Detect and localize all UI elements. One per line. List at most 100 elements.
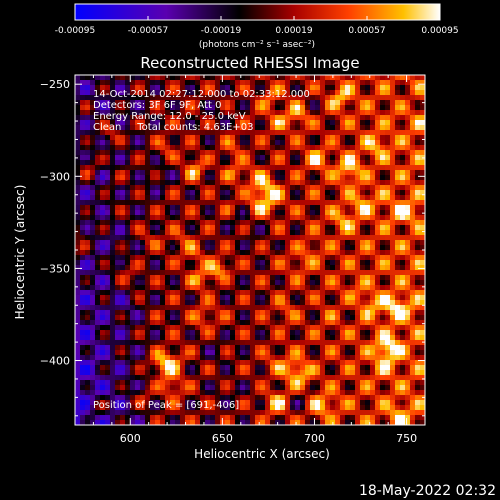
heatmap-cell	[325, 340, 331, 346]
heatmap-cell	[385, 420, 391, 425]
heatmap-cell	[115, 330, 121, 336]
heatmap-cell	[225, 330, 231, 336]
heatmap-cell	[265, 300, 271, 306]
heatmap-cell	[345, 385, 351, 391]
heatmap-cell	[265, 170, 271, 176]
heatmap-cell	[365, 260, 371, 266]
heatmap-cell	[155, 80, 161, 86]
heatmap-cell	[135, 160, 141, 166]
heatmap-cell	[265, 225, 271, 231]
heatmap-cell	[210, 245, 216, 251]
heatmap-cell	[190, 190, 196, 196]
heatmap-cell	[230, 365, 236, 371]
heatmap-cell	[355, 325, 361, 331]
heatmap-cell	[415, 260, 421, 266]
heatmap-cell	[155, 245, 161, 251]
heatmap-cell	[130, 210, 136, 216]
heatmap-cell	[280, 415, 286, 421]
heatmap-cell	[365, 240, 371, 246]
heatmap-cell	[330, 365, 336, 371]
heatmap-cell	[220, 235, 226, 241]
heatmap-cell	[165, 280, 171, 286]
heatmap-cell	[170, 300, 176, 306]
heatmap-cell	[345, 355, 351, 361]
heatmap-cell	[420, 405, 425, 411]
heatmap-cell	[295, 355, 301, 361]
heatmap-cell	[365, 130, 371, 136]
heatmap-cell	[110, 380, 116, 386]
heatmap-cell	[255, 80, 261, 86]
heatmap-cell	[245, 115, 251, 121]
heatmap-cell	[230, 230, 236, 236]
heatmap-cell	[195, 195, 201, 201]
heatmap-cell	[365, 250, 371, 256]
heatmap-cell	[105, 175, 111, 181]
heatmap-cell	[195, 175, 201, 181]
heatmap-cell	[125, 85, 131, 91]
heatmap-cell	[390, 90, 396, 96]
heatmap-cell	[270, 150, 276, 156]
heatmap-cell	[90, 140, 96, 146]
heatmap-cell	[405, 295, 411, 301]
heatmap-cell	[345, 205, 351, 211]
heatmap-cell	[405, 135, 411, 141]
heatmap-cell	[235, 175, 241, 181]
heatmap-cell	[175, 315, 181, 321]
heatmap-cell	[320, 395, 326, 401]
heatmap-cell	[395, 280, 401, 286]
heatmap-cell	[305, 290, 311, 296]
heatmap-cell	[110, 90, 116, 96]
heatmap-cell	[105, 255, 111, 261]
heatmap-cell	[125, 350, 131, 356]
heatmap-cell	[225, 265, 231, 271]
heatmap-cell	[315, 310, 321, 316]
heatmap-cell	[400, 365, 406, 371]
heatmap-cell	[385, 355, 391, 361]
heatmap-cell	[340, 415, 346, 421]
heatmap-cell	[220, 120, 226, 126]
heatmap-cell	[350, 90, 356, 96]
heatmap-cell	[90, 160, 96, 166]
heatmap-cell	[275, 255, 281, 261]
heatmap-cell	[420, 80, 425, 86]
heatmap-cell	[250, 165, 256, 171]
heatmap-cell	[145, 170, 151, 176]
heatmap-cell	[315, 240, 321, 246]
heatmap-cell	[375, 365, 381, 371]
heatmap-cell	[310, 405, 316, 411]
heatmap-cell	[185, 365, 191, 371]
heatmap-cell	[315, 255, 321, 261]
heatmap-cell	[400, 180, 406, 186]
heatmap-cell	[370, 355, 376, 361]
heatmap-cell	[415, 325, 421, 331]
heatmap-cell	[365, 395, 371, 401]
heatmap-cell	[205, 310, 211, 316]
heatmap-cell	[80, 305, 86, 311]
heatmap-cell	[245, 235, 251, 241]
heatmap-cell	[395, 305, 401, 311]
heatmap-cell	[210, 235, 216, 241]
heatmap-cell	[415, 95, 421, 101]
heatmap-cell	[110, 240, 116, 246]
heatmap-cell	[310, 385, 316, 391]
heatmap-cell	[140, 375, 146, 381]
heatmap-cell	[215, 270, 221, 276]
heatmap-cell	[360, 405, 366, 411]
heatmap-cell	[325, 165, 331, 171]
heatmap-cell	[415, 395, 421, 401]
heatmap-cell	[230, 310, 236, 316]
heatmap-cell	[80, 390, 86, 396]
heatmap-cell	[140, 125, 146, 131]
heatmap-cell	[310, 215, 316, 221]
heatmap-cell	[310, 245, 316, 251]
heatmap-cell	[75, 320, 81, 326]
heatmap-cell	[380, 180, 386, 186]
heatmap-cell	[335, 75, 341, 81]
heatmap-cell	[100, 365, 106, 371]
heatmap-cell	[140, 265, 146, 271]
heatmap-cell	[415, 355, 421, 361]
heatmap-cell	[310, 270, 316, 276]
heatmap-cell	[285, 240, 291, 246]
heatmap-cell	[305, 335, 311, 341]
heatmap-cell	[330, 310, 336, 316]
